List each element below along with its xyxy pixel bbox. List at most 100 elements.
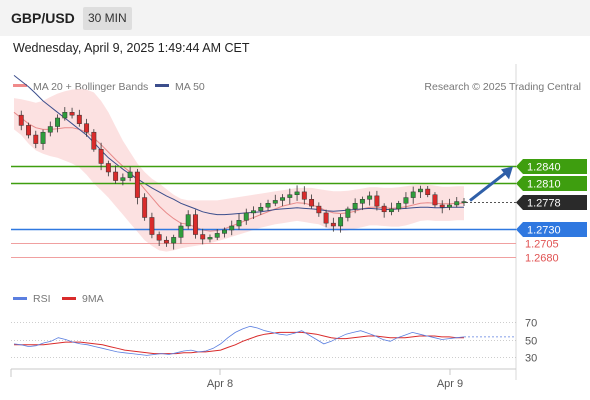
candle: [251, 206, 256, 220]
candle: [47, 121, 53, 137]
level-badge-1.2730: 1.2730: [516, 222, 587, 237]
timestamp: Wednesday, April 9, 2025 1:49:44 AM CET: [13, 41, 250, 55]
candle: [134, 168, 140, 205]
candle: [142, 193, 148, 221]
candle: [207, 234, 213, 243]
candle: [33, 130, 39, 149]
level-label-1.2705: 1.2705: [525, 239, 559, 251]
candle: [454, 197, 460, 208]
timeframe-button[interactable]: 30 MIN: [83, 7, 132, 30]
candle: [18, 110, 24, 131]
x-axis-label: Apr 8: [207, 378, 233, 390]
candle: [367, 191, 373, 206]
candle: [185, 210, 191, 230]
candle: [345, 206, 351, 222]
candle: [91, 129, 97, 152]
projection-arrow-head: [501, 166, 513, 180]
candle: [425, 186, 431, 198]
candle: [381, 203, 387, 218]
candle: [243, 208, 249, 225]
level-label-1.2840: 1.2840: [527, 162, 561, 174]
candle: [403, 192, 409, 209]
candle: [294, 185, 300, 201]
candle: [359, 196, 365, 211]
candle: [316, 202, 322, 217]
rsi-tick-50: 50: [525, 336, 537, 348]
candle: [258, 202, 264, 215]
projection-arrow-shaft: [469, 172, 506, 202]
rsi-ma-line: [14, 331, 464, 355]
candle: [178, 222, 184, 244]
level-label-1.2778: 1.2778: [527, 198, 561, 210]
candle: [193, 209, 198, 239]
key-levels: 1.2840 1.2810 1.2778 1.2730 1.2705 1.2680: [11, 159, 587, 265]
candles: [18, 107, 467, 250]
candle: [127, 166, 133, 182]
level-badge-1.2778: 1.2778: [516, 195, 587, 210]
candle: [163, 236, 169, 247]
rsi-tick-30: 30: [525, 353, 537, 365]
rsi-panel: 70 50 30: [11, 318, 537, 365]
candle: [309, 194, 315, 209]
ma9-legend-label: 9MA: [82, 293, 104, 305]
candle: [105, 160, 111, 177]
x-axis-labels: Apr 8 Apr 9: [207, 369, 463, 390]
level-badge-1.2840: 1.2840: [516, 159, 587, 174]
candle: [69, 107, 75, 119]
candle: [156, 231, 162, 246]
bollinger-band-fill: [14, 89, 464, 252]
ma20-legend-label: MA 20 + Bollinger Bands: [33, 81, 148, 93]
candle: [62, 107, 68, 121]
candle: [439, 200, 445, 214]
candle: [76, 109, 82, 127]
rsi-tick-70: 70: [525, 318, 537, 330]
ma50-legend-swatch: [155, 84, 169, 87]
candle: [461, 198, 467, 207]
level-label-1.2680: 1.2680: [525, 253, 559, 265]
candle: [149, 212, 155, 239]
candle: [301, 186, 307, 205]
candle: [265, 199, 271, 211]
ma20-legend-swatch: [13, 84, 27, 87]
candle: [418, 185, 423, 198]
candle: [396, 200, 402, 212]
candle: [236, 213, 242, 230]
level-label-1.2730: 1.2730: [527, 225, 561, 237]
instrument-label: GBP/USD: [11, 10, 75, 26]
level-label-1.2810: 1.2810: [527, 179, 561, 191]
level-badge-1.2810: 1.2810: [516, 176, 587, 191]
candle: [113, 165, 119, 184]
candle: [388, 202, 394, 216]
rsi-legend-label: RSI: [33, 293, 51, 305]
candle: [410, 186, 416, 204]
rsi-line: [13, 325, 465, 356]
candle: [338, 213, 344, 233]
candle: [447, 198, 452, 211]
candle: [171, 234, 177, 250]
rsi-legend-swatch: [13, 297, 27, 300]
candle: [323, 209, 329, 228]
candle: [330, 217, 336, 232]
candle: [229, 220, 235, 236]
candle: [352, 198, 358, 214]
projection-arrow: [469, 166, 513, 202]
title-bar: GBP/USD 30 MIN: [0, 0, 590, 36]
candle: [55, 114, 60, 133]
bollinger-bands: [14, 89, 464, 252]
ma9-legend-swatch: [62, 297, 76, 300]
candle: [26, 122, 31, 139]
candle: [432, 192, 438, 208]
candle: [98, 142, 104, 171]
candle: [222, 227, 227, 238]
x-axis-label: Apr 9: [437, 378, 463, 390]
candle: [374, 190, 380, 211]
candle: [84, 118, 90, 137]
candle: [272, 194, 278, 207]
candle: [40, 129, 46, 150]
candle: [214, 229, 220, 241]
ma50-legend-label: MA 50: [175, 81, 205, 93]
candle: [200, 228, 206, 245]
copyright-text: Research © 2025 Trading Central: [424, 81, 581, 93]
candle: [280, 194, 285, 207]
